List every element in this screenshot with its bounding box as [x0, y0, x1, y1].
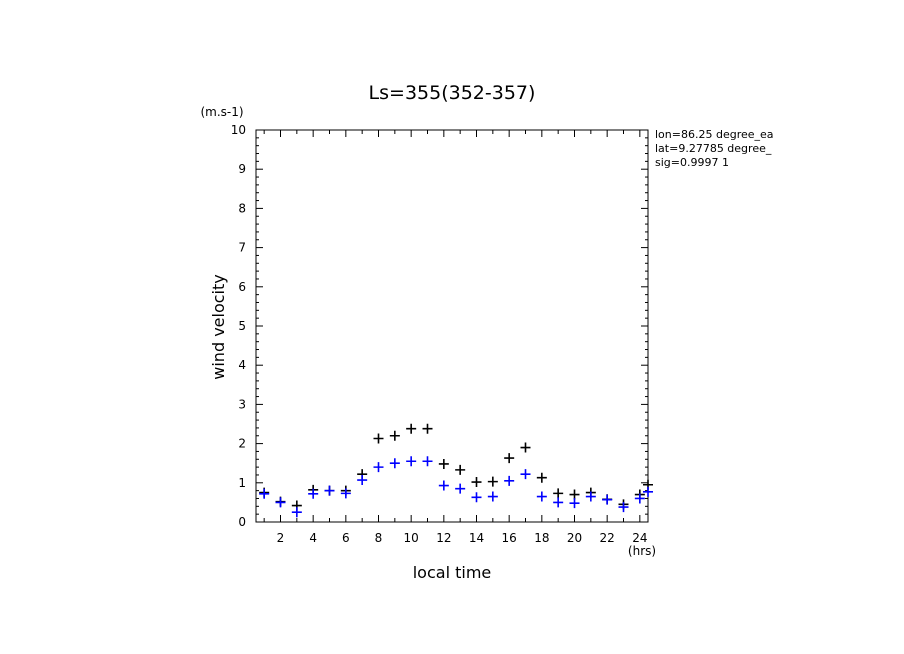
x-axis-label: local time	[413, 563, 492, 582]
x-tick-label: 18	[534, 531, 549, 545]
y-axis-label: wind velocity	[209, 274, 228, 379]
info-line-lat: lat=9.27785 degree_	[655, 142, 772, 155]
blue-plus-marker	[422, 456, 433, 467]
y-tick-label: 0	[238, 515, 246, 529]
y-unit-label: (m.s-1)	[200, 105, 243, 119]
black-plus-marker	[471, 477, 482, 488]
y-tick-label: 8	[238, 201, 246, 215]
black-plus-marker	[487, 476, 498, 487]
blue-plus-marker	[643, 486, 653, 497]
y-tick-label: 4	[238, 358, 246, 372]
blue-plus-marker	[340, 488, 351, 499]
blue-plus-marker	[520, 469, 531, 480]
y-tick-label: 2	[238, 437, 246, 451]
x-tick-label: 24	[632, 531, 647, 545]
blue-plus-marker	[602, 494, 613, 505]
blue-plus-marker	[536, 491, 547, 502]
blue-plus-marker	[585, 491, 596, 502]
black-plus-marker	[536, 472, 547, 483]
black-plus-marker	[438, 458, 449, 469]
plot-frame	[255, 129, 649, 523]
x-tick-label: 6	[342, 531, 350, 545]
info-line-sig: sig=0.9997 1	[655, 156, 729, 169]
x-unit-label: (hrs)	[628, 544, 656, 558]
black-plus-marker	[406, 423, 417, 434]
y-tick-label: 3	[238, 397, 246, 411]
black-plus-marker	[422, 423, 433, 434]
blue-plus-marker	[406, 456, 417, 467]
x-tick-label: 16	[502, 531, 517, 545]
blue-plus-marker	[553, 497, 564, 508]
x-tick-label: 14	[469, 531, 484, 545]
blue-plus-marker	[259, 488, 270, 499]
blue-plus-marker	[487, 491, 498, 502]
black-plus-marker	[569, 489, 580, 500]
blue-plus-marker	[373, 462, 384, 473]
blue-plus-marker	[471, 492, 482, 503]
black-plus-marker	[553, 488, 564, 499]
blue-plus-marker	[504, 475, 515, 486]
black-plus-marker	[520, 442, 531, 453]
blue-plus-marker	[324, 485, 335, 496]
x-tick-label: 4	[309, 531, 317, 545]
y-tick-label: 10	[231, 123, 246, 137]
black-plus-marker	[455, 464, 466, 475]
black-plus-marker	[504, 453, 515, 464]
blue-plus-marker	[275, 497, 286, 508]
chart-title: Ls=355(352-357)	[369, 82, 536, 104]
blue-plus-marker	[634, 493, 645, 504]
y-tick-label: 9	[238, 162, 246, 176]
blue-plus-marker	[389, 458, 400, 469]
black-plus-marker	[389, 430, 400, 441]
y-tick-label: 1	[238, 476, 246, 490]
info-line-lon: lon=86.25 degree_ea	[655, 128, 774, 141]
blue-plus-marker	[438, 480, 449, 491]
blue-plus-marker	[291, 507, 302, 518]
blue-plus-marker	[618, 502, 629, 513]
y-tick-label: 6	[238, 280, 246, 294]
blue-plus-marker	[569, 498, 580, 509]
blue-plus-marker	[357, 475, 368, 486]
x-tick-label: 2	[277, 531, 285, 545]
x-tick-label: 8	[375, 531, 383, 545]
x-tick-label: 10	[404, 531, 419, 545]
x-tick-label: 22	[600, 531, 615, 545]
x-tick-label: 20	[567, 531, 582, 545]
y-tick-label: 5	[238, 319, 246, 333]
blue-plus-marker	[308, 488, 319, 499]
y-tick-label: 7	[238, 241, 246, 255]
blue-plus-marker	[455, 483, 466, 494]
black-plus-marker	[373, 433, 384, 444]
x-tick-label: 12	[436, 531, 451, 545]
